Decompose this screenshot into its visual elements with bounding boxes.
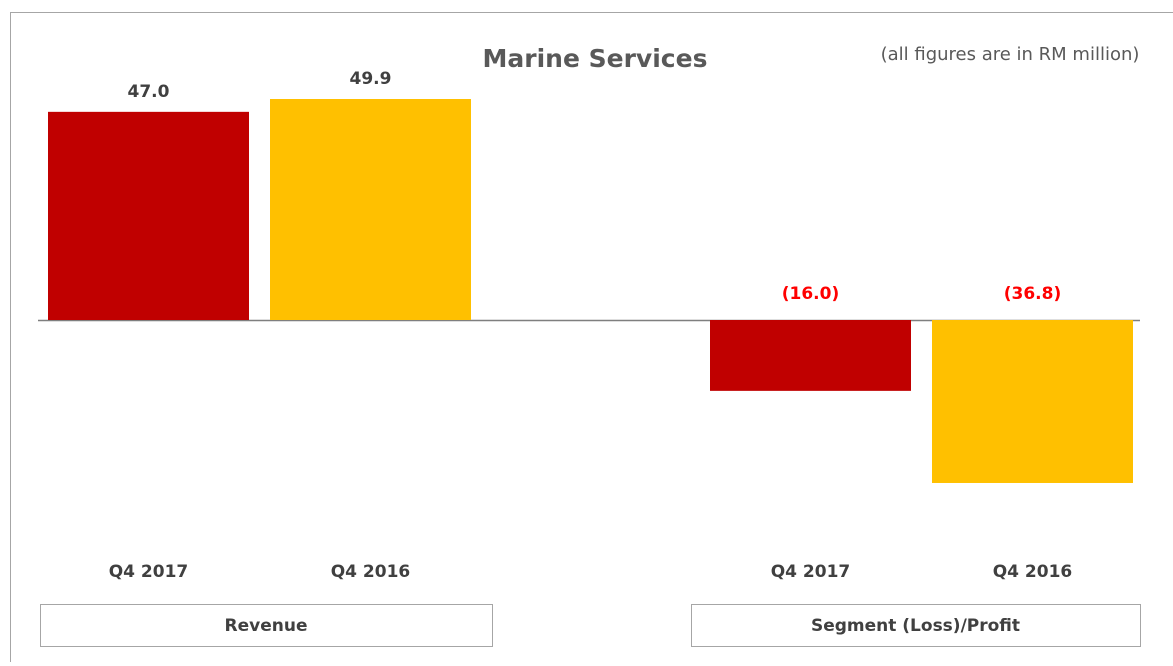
bar bbox=[932, 320, 1133, 483]
series-label: Q4 2016 bbox=[331, 562, 411, 582]
chart-title: Marine Services bbox=[483, 44, 708, 73]
group-label: Revenue bbox=[225, 616, 308, 636]
bar bbox=[710, 320, 911, 391]
value-label: (16.0) bbox=[782, 284, 839, 304]
chart-subtitle: (all figures are in RM million) bbox=[881, 44, 1140, 65]
series-label: Q4 2017 bbox=[771, 562, 851, 582]
value-label: 49.9 bbox=[350, 69, 392, 89]
group-label: Segment (Loss)/Profit bbox=[811, 616, 1020, 636]
series-label: Q4 2016 bbox=[993, 562, 1073, 582]
bar bbox=[270, 99, 471, 320]
series-label: Q4 2017 bbox=[109, 562, 189, 582]
value-label: 47.0 bbox=[128, 82, 170, 102]
value-label: (36.8) bbox=[1004, 284, 1061, 304]
bar bbox=[48, 112, 249, 320]
